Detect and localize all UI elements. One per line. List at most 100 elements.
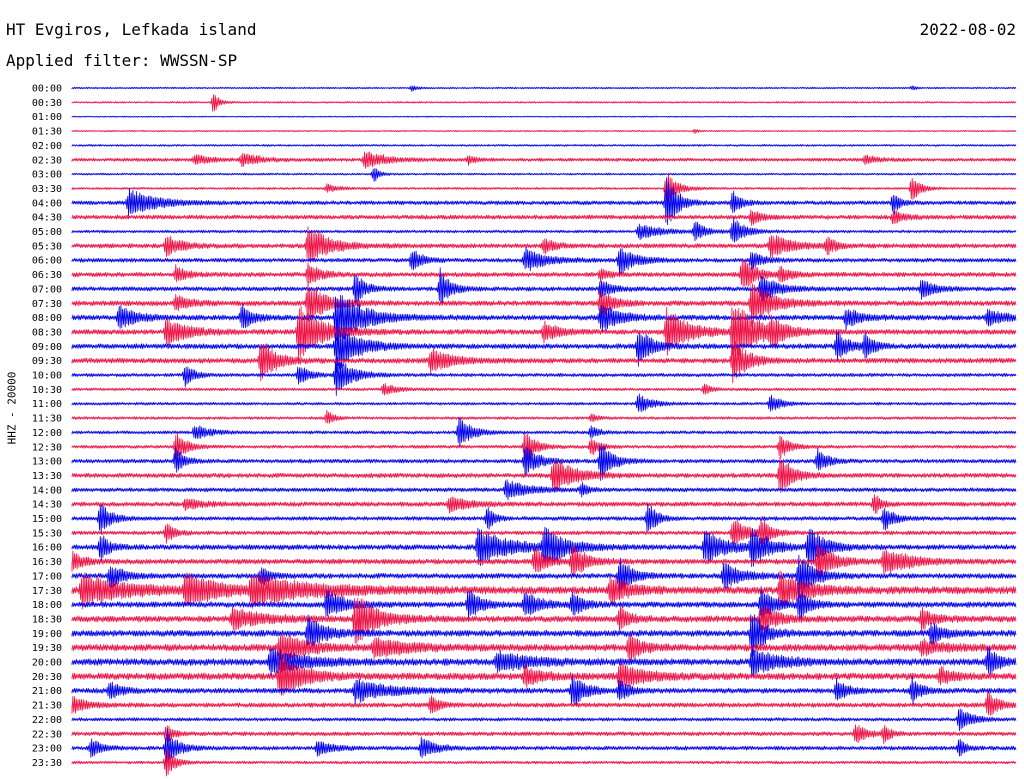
trace-0800 [71,294,1017,346]
trace-0030 [71,94,1017,112]
tick-label-1330: 13:30 [32,471,62,482]
tick-label-1030: 10:30 [32,385,62,396]
tick-label-1530: 15:30 [32,528,62,539]
trace-1830 [71,597,1017,644]
trace-0500 [71,217,1017,243]
tick-label-1130: 11:30 [32,414,62,425]
tick-label-0530: 05:30 [32,241,62,252]
tick-label-1630: 16:30 [32,557,62,568]
tick-label-1230: 12:30 [32,442,62,453]
trace-1200 [71,417,1017,447]
filter-label: Applied filter: WWSSN-SP [6,51,238,70]
trace-0930 [71,341,1017,384]
tick-label-2130: 21:30 [32,701,62,712]
trace-1700 [71,554,1017,597]
tick-label-2230: 22:30 [32,729,62,740]
trace-1600 [71,526,1017,568]
tick-label-0200: 02:00 [32,141,62,152]
seismic-traces [71,85,1017,777]
trace-0100 [71,115,1017,118]
tick-label-0000: 00:00 [32,84,62,95]
tick-label-0630: 06:30 [32,270,62,281]
tick-label-0230: 02:30 [32,155,62,166]
tick-labels: 00:00 00:30 01:00 01:30 02:00 02:30 03:00 03:30… [32,84,62,769]
tick-label-0430: 04:30 [32,213,62,224]
trace-1500 [71,503,1017,534]
trace-2200 [71,708,1017,732]
trace-2230 [71,724,1017,745]
trace-0600 [71,246,1017,276]
trace-2030 [71,654,1017,696]
trace-1330 [71,456,1017,493]
tick-label-1400: 14:00 [32,485,62,496]
tick-label-1500: 15:00 [32,514,62,525]
trace-0630 [71,258,1017,287]
trace-0730 [71,281,1017,327]
tick-label-0730: 07:30 [32,299,62,310]
trace-1930 [71,633,1017,665]
trace-0200 [71,144,1017,147]
trace-0900 [71,320,1017,373]
tick-label-0600: 06:00 [32,256,62,267]
tick-label-1600: 16:00 [32,543,62,554]
tick-label-1430: 14:30 [32,500,62,511]
trace-0700 [71,267,1017,307]
tick-label-2200: 22:00 [32,715,62,726]
trace-1030 [71,383,1017,396]
trace-1730 [71,570,1017,610]
tick-label-1730: 17:30 [32,586,62,597]
trace-1230 [71,432,1017,466]
tick-label-0330: 03:30 [32,184,62,195]
tick-label-2330: 23:30 [32,758,62,769]
tick-label-0930: 09:30 [32,356,62,367]
tick-label-2030: 20:30 [32,672,62,683]
trace-0230 [71,151,1017,169]
trace-1800 [71,586,1017,620]
trace-0130 [71,128,1017,134]
tick-label-1930: 19:30 [32,643,62,654]
station-title: HT Evgiros, Lefkada island [6,20,257,39]
tick-label-0130: 01:30 [32,127,62,138]
trace-2300 [71,727,1017,767]
tick-label-1300: 13:00 [32,457,62,468]
tick-label-1000: 10:00 [32,371,62,382]
trace-0830 [71,306,1017,362]
tick-label-1830: 18:30 [32,614,62,625]
trace-0300 [71,167,1017,182]
tick-label-0830: 08:30 [32,327,62,338]
tick-label-0100: 01:00 [32,112,62,123]
tick-label-0400: 04:00 [32,198,62,209]
trace-0330 [71,172,1017,206]
tick-label-2100: 21:00 [32,686,62,697]
trace-0000 [71,85,1017,92]
trace-1630 [71,542,1017,579]
trace-1900 [71,614,1017,657]
trace-2100 [71,675,1017,707]
trace-2330 [71,747,1017,777]
tick-label-1900: 19:00 [32,629,62,640]
trace-1000 [71,357,1017,396]
record-date: 2022-08-02 [919,20,1016,39]
tick-label-0700: 07:00 [32,284,62,295]
trace-0530 [71,226,1017,263]
tick-label-2300: 23:00 [32,744,62,755]
tick-label-1100: 11:00 [32,399,62,410]
tick-label-1200: 12:00 [32,428,62,439]
trace-2130 [71,690,1017,716]
tick-label-0500: 05:00 [32,227,62,238]
tick-label-0030: 00:30 [32,98,62,109]
trace-1100 [71,393,1017,413]
tick-label-0300: 03:00 [32,170,62,181]
tick-label-0800: 08:00 [32,313,62,324]
tick-label-1800: 18:00 [32,600,62,611]
trace-1530 [71,516,1017,547]
trace-1130 [71,409,1017,424]
trace-0400 [71,177,1017,226]
tick-label-0900: 09:00 [32,342,62,353]
tick-label-1700: 17:00 [32,571,62,582]
trace-1300 [71,445,1017,481]
trace-0430 [71,209,1017,227]
trace-1400 [71,479,1017,501]
trace-1430 [71,494,1017,514]
